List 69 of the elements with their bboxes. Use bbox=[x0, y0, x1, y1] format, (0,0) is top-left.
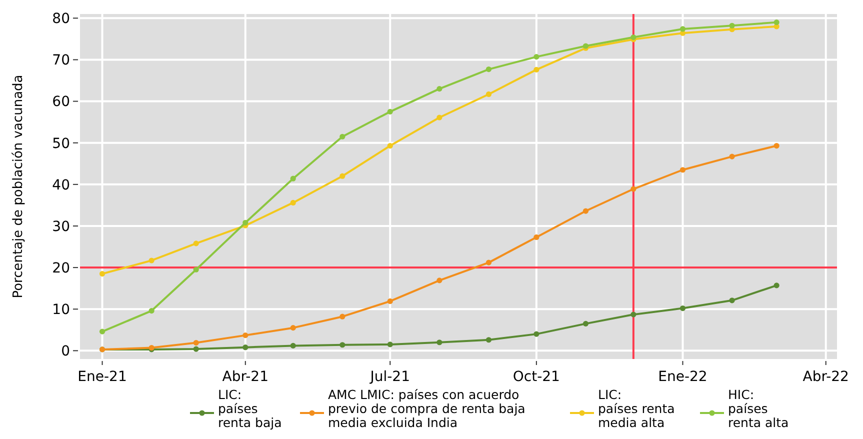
y-tick-label: 10 bbox=[52, 302, 70, 318]
y-tick-label: 50 bbox=[52, 136, 70, 152]
point bbox=[534, 54, 540, 60]
y-axis-title: Porcentaje de población vacunada bbox=[11, 74, 26, 298]
point bbox=[387, 108, 393, 114]
point bbox=[630, 186, 636, 192]
point bbox=[486, 337, 492, 343]
point bbox=[193, 266, 199, 272]
point bbox=[680, 26, 686, 32]
point bbox=[193, 240, 199, 246]
point bbox=[486, 260, 492, 266]
point bbox=[729, 154, 735, 160]
point bbox=[774, 20, 780, 26]
y-tick-label: 60 bbox=[52, 94, 70, 110]
point bbox=[729, 22, 735, 28]
point bbox=[340, 134, 346, 140]
point bbox=[774, 142, 780, 149]
point bbox=[193, 346, 199, 352]
point bbox=[486, 66, 492, 72]
point bbox=[193, 340, 199, 346]
x-tick-label: Ene-22 bbox=[658, 369, 708, 385]
point bbox=[148, 308, 154, 314]
point bbox=[99, 270, 106, 277]
x-tick-label: Ene-21 bbox=[78, 369, 127, 385]
point bbox=[340, 342, 346, 348]
legend-label: AMC LMIC: países con acuerdo previo de compra de renta baja media excluida India bbox=[328, 387, 526, 430]
point bbox=[148, 258, 154, 264]
y-tick-label: 70 bbox=[52, 52, 70, 69]
y-tick-label: 80 bbox=[52, 11, 70, 28]
point bbox=[436, 114, 442, 120]
point bbox=[99, 328, 106, 334]
point bbox=[387, 342, 393, 348]
legend-label: LIC: países renta baja bbox=[218, 387, 282, 430]
point bbox=[387, 142, 393, 149]
point bbox=[387, 298, 393, 304]
point bbox=[630, 34, 636, 40]
point bbox=[680, 305, 686, 312]
point bbox=[290, 176, 296, 182]
point bbox=[436, 86, 442, 92]
point bbox=[486, 91, 492, 98]
point bbox=[534, 331, 540, 337]
point bbox=[729, 298, 735, 304]
point bbox=[290, 325, 296, 331]
point bbox=[242, 332, 248, 338]
x-tick-label: Abr-21 bbox=[222, 369, 268, 385]
point bbox=[582, 208, 589, 214]
y-tick-label: 20 bbox=[52, 260, 70, 276]
point bbox=[242, 220, 248, 226]
y-tick-label: 0 bbox=[61, 344, 70, 360]
point bbox=[436, 340, 442, 346]
point bbox=[774, 282, 780, 288]
point bbox=[242, 344, 248, 350]
legend-label: HIC: países renta alta bbox=[728, 387, 789, 430]
point bbox=[630, 312, 636, 318]
y-tick-label: 40 bbox=[52, 177, 70, 194]
x-tick-label: Jul-21 bbox=[369, 369, 410, 385]
x-tick-label: Abr-22 bbox=[802, 369, 849, 385]
legend-label: LIC: países renta media alta bbox=[598, 387, 675, 430]
x-tick-label: Oct-21 bbox=[512, 369, 560, 385]
point bbox=[290, 200, 296, 206]
y-tick-label: 30 bbox=[52, 218, 70, 235]
point bbox=[582, 320, 589, 326]
point bbox=[680, 167, 686, 173]
point bbox=[534, 234, 540, 240]
point bbox=[340, 173, 346, 179]
point bbox=[290, 342, 296, 348]
point bbox=[436, 278, 442, 284]
point bbox=[340, 314, 346, 320]
point bbox=[534, 66, 540, 72]
